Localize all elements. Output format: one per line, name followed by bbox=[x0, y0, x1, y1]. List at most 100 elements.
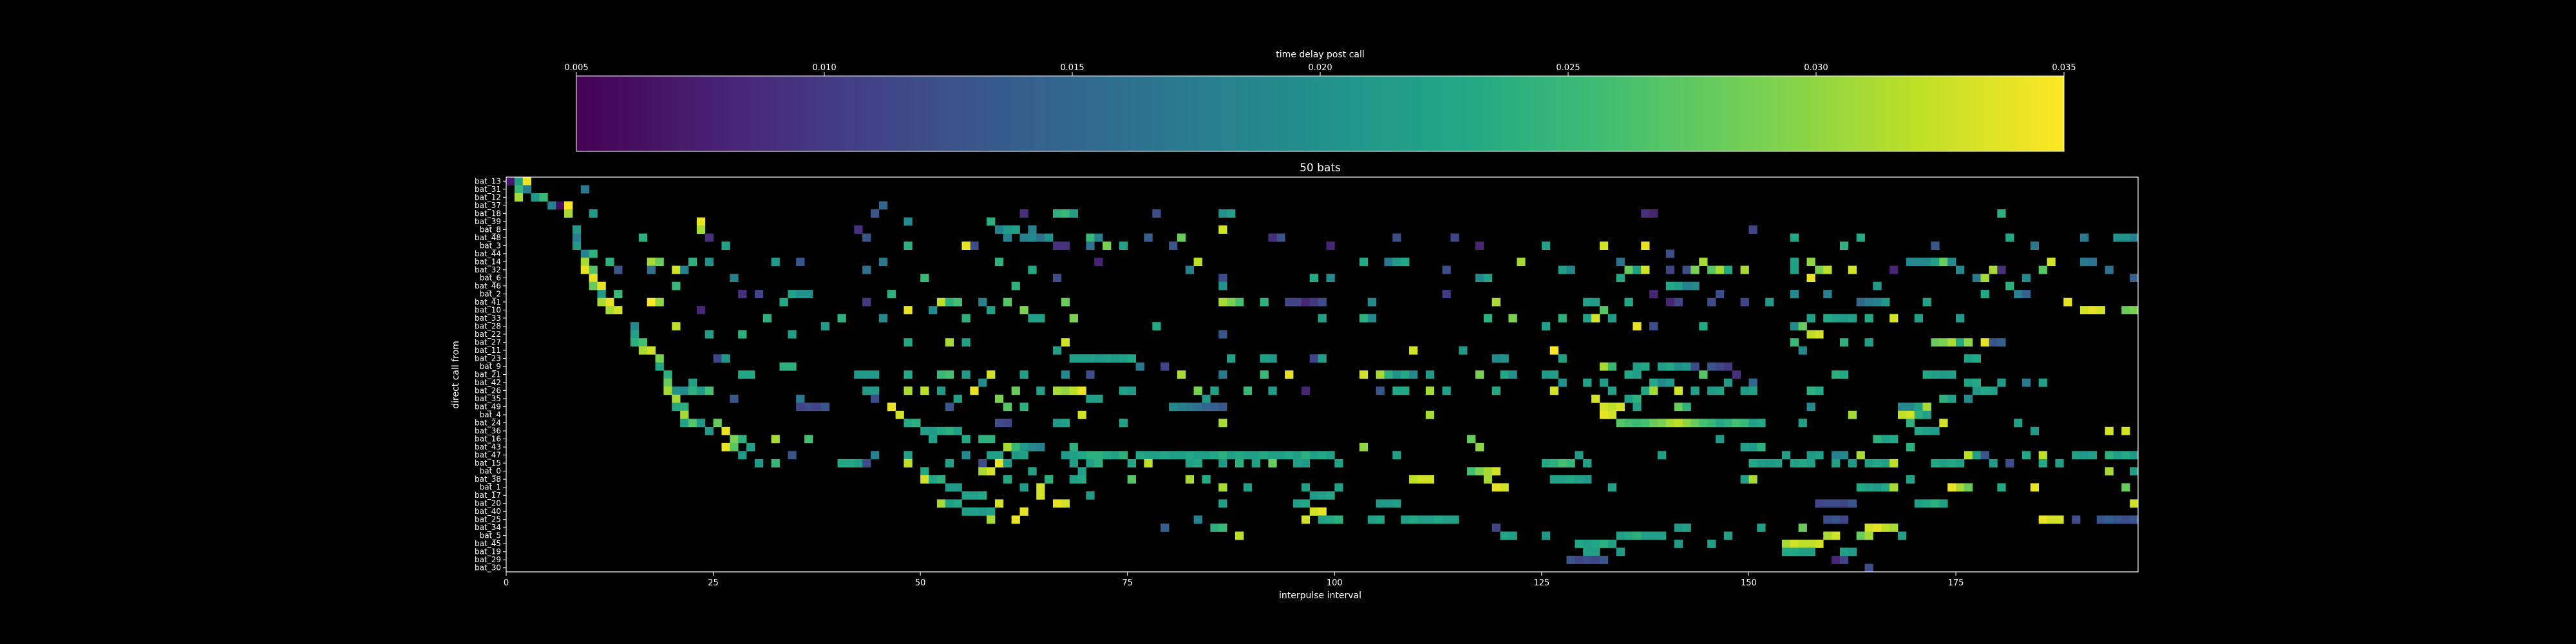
heatmap-cell bbox=[1765, 298, 1774, 307]
heatmap-cell bbox=[936, 370, 946, 379]
heatmap-cell bbox=[1019, 306, 1028, 315]
heatmap-cell bbox=[580, 185, 590, 194]
heatmap-cell bbox=[1964, 378, 1973, 387]
heatmap-cell bbox=[2130, 274, 2139, 283]
heatmap-cell bbox=[762, 314, 772, 323]
y-tick-label: bat_25 bbox=[475, 515, 501, 524]
heatmap-cell bbox=[1939, 258, 1948, 267]
heatmap-cell bbox=[1823, 265, 1832, 274]
heatmap-cell bbox=[895, 410, 904, 419]
heatmap-cell bbox=[1467, 435, 1476, 444]
heatmap-cell bbox=[779, 298, 788, 307]
heatmap-cell bbox=[522, 177, 531, 185]
heatmap-cell bbox=[1823, 314, 1832, 323]
heatmap-cell bbox=[1318, 491, 1327, 500]
heatmap-cell bbox=[1839, 314, 1849, 323]
heatmap-cell bbox=[1475, 274, 1484, 283]
heatmap-cell bbox=[1541, 370, 1551, 379]
heatmap-cell bbox=[1989, 265, 1998, 274]
heatmap-cell bbox=[655, 354, 664, 363]
heatmap-cell bbox=[1806, 330, 1815, 339]
heatmap-cell bbox=[2113, 233, 2122, 242]
heatmap-cell bbox=[870, 209, 880, 218]
heatmap-cell bbox=[605, 258, 614, 267]
heatmap-cell bbox=[1185, 459, 1195, 468]
heatmap-cell bbox=[1500, 354, 1509, 363]
heatmap-cell bbox=[1367, 298, 1377, 307]
heatmap-cell bbox=[1790, 265, 1799, 274]
heatmap-cell bbox=[1591, 539, 1600, 548]
heatmap-cell bbox=[796, 394, 805, 403]
heatmap-cell bbox=[1218, 523, 1227, 532]
heatmap-cell bbox=[2096, 515, 2105, 524]
heatmap-cell bbox=[1450, 233, 1459, 242]
heatmap-cell bbox=[1665, 265, 1675, 274]
heatmap-cell bbox=[1052, 386, 1062, 395]
heatmap-cell bbox=[1177, 402, 1186, 412]
colorbar-tick-label: 0.010 bbox=[812, 63, 836, 73]
heatmap-cell bbox=[663, 378, 672, 387]
heatmap-cell bbox=[945, 459, 954, 468]
heatmap-cell bbox=[945, 370, 954, 379]
heatmap-cell bbox=[1052, 274, 1062, 283]
heatmap-cell bbox=[1856, 483, 1865, 492]
heatmap-cell bbox=[1699, 322, 1708, 331]
heatmap-cell bbox=[1052, 419, 1062, 428]
heatmap-cell bbox=[1641, 531, 1650, 540]
heatmap-cell bbox=[1906, 410, 1915, 419]
heatmap-cell bbox=[680, 419, 689, 428]
heatmap-cell bbox=[1815, 539, 1824, 548]
heatmap-cell bbox=[1922, 370, 1931, 379]
heatmap-cell bbox=[945, 402, 954, 412]
heatmap-cell bbox=[1019, 209, 1028, 218]
heatmap-cell bbox=[2121, 306, 2130, 315]
heatmap-cell bbox=[2105, 426, 2114, 435]
heatmap-cell bbox=[1939, 499, 1948, 508]
heatmap-cell bbox=[2088, 258, 2098, 267]
heatmap-cell bbox=[904, 242, 913, 250]
heatmap-cell bbox=[1517, 258, 1526, 267]
heatmap-cell bbox=[1657, 378, 1667, 387]
heatmap-cell bbox=[788, 362, 797, 371]
heatmap-cell bbox=[1218, 330, 1227, 339]
heatmap-cell bbox=[1624, 394, 1633, 403]
heatmap-cell bbox=[945, 483, 954, 492]
heatmap-cell bbox=[506, 177, 515, 185]
heatmap-cell bbox=[1607, 386, 1617, 395]
heatmap-cell bbox=[2105, 451, 2114, 460]
heatmap-cell bbox=[987, 306, 996, 315]
heatmap-cell bbox=[522, 185, 531, 194]
heatmap-cell bbox=[1740, 298, 1749, 307]
heatmap-cell bbox=[721, 242, 730, 250]
heatmap-cell bbox=[1699, 419, 1708, 428]
heatmap-cell bbox=[1028, 265, 1037, 274]
heatmap-cell bbox=[978, 378, 987, 387]
heatmap-cell bbox=[1583, 547, 1592, 556]
heatmap-cell bbox=[705, 233, 714, 242]
heatmap-cell bbox=[1425, 410, 1435, 419]
heatmap-cell bbox=[1815, 330, 1824, 339]
heatmap-cell bbox=[1243, 386, 1253, 395]
heatmap-cell bbox=[1765, 459, 1774, 468]
heatmap-cell bbox=[680, 386, 689, 395]
heatmap-cell bbox=[878, 201, 888, 210]
heatmap-cell bbox=[1293, 451, 1302, 460]
heatmap-cell bbox=[1649, 209, 1658, 218]
y-tick-label: bat_1 bbox=[480, 483, 501, 492]
heatmap-cell bbox=[1045, 475, 1054, 484]
heatmap-cell bbox=[1665, 281, 1675, 290]
heatmap-cell bbox=[1723, 531, 1733, 540]
heatmap-cell bbox=[1997, 378, 2006, 387]
heatmap-cell bbox=[1185, 451, 1195, 460]
heatmap-cell bbox=[1690, 362, 1700, 371]
heatmap-cell bbox=[1633, 402, 1642, 412]
heatmap-cell bbox=[1086, 491, 1095, 500]
heatmap-cell bbox=[1285, 451, 1294, 460]
heatmap-cell bbox=[1848, 410, 1857, 419]
heatmap-cell bbox=[1624, 419, 1633, 428]
heatmap-cell bbox=[655, 362, 664, 371]
heatmap-cell bbox=[961, 314, 971, 323]
heatmap-cell bbox=[1897, 402, 1907, 412]
heatmap-cell bbox=[1160, 362, 1170, 371]
